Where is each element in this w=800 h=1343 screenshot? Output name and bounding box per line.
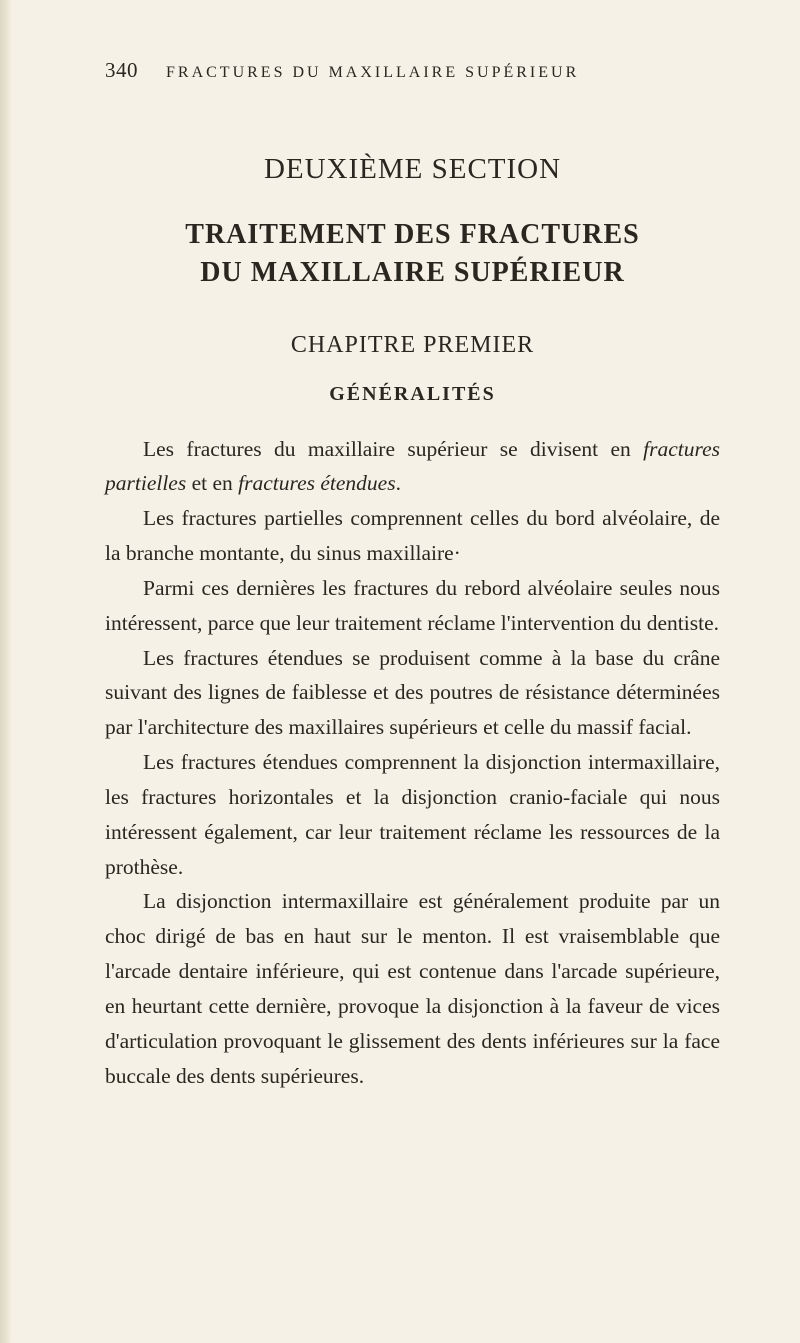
main-title-line-1: TRAITEMENT DES FRACTURES <box>185 219 639 250</box>
running-title: FRACTURES DU MAXILLAIRE SUPÉRIEUR <box>166 64 579 82</box>
paragraph: La disjonction intermaxillaire est génér… <box>105 884 720 1093</box>
book-page: 340 FRACTURES DU MAXILLAIRE SUPÉRIEUR DE… <box>0 0 800 1343</box>
running-head: 340 FRACTURES DU MAXILLAIRE SUPÉRIEUR <box>105 58 720 83</box>
section-title: DEUXIÈME SECTION <box>105 153 720 186</box>
paragraph: Les fractures partielles comprennent cel… <box>105 501 720 571</box>
paragraph: Les fractures étendues comprennent la di… <box>105 745 720 884</box>
paragraph: Les fractures étendues se produisent com… <box>105 641 720 745</box>
text-run: Les fractures du maxillaire supérieur se… <box>143 437 643 461</box>
chapter-title: CHAPITRE PREMIER <box>105 332 720 359</box>
body-text: Les fractures du maxillaire supérieur se… <box>105 432 720 1094</box>
text-run: . <box>396 471 401 495</box>
main-title-line-2: DU MAXILLAIRE SUPÉRIEUR <box>200 257 624 288</box>
paragraph: Les fractures du maxillaire supérieur se… <box>105 432 720 502</box>
paragraph: Parmi ces dernières les fractures du reb… <box>105 571 720 641</box>
page-number: 340 <box>105 58 138 83</box>
main-title: TRAITEMENT DES FRACTURES DU MAXILLAIRE S… <box>105 216 720 292</box>
sub-title: GÉNÉRALITÉS <box>105 383 720 406</box>
text-run: et en <box>186 471 238 495</box>
italic-run: fractures étendues <box>238 471 395 495</box>
